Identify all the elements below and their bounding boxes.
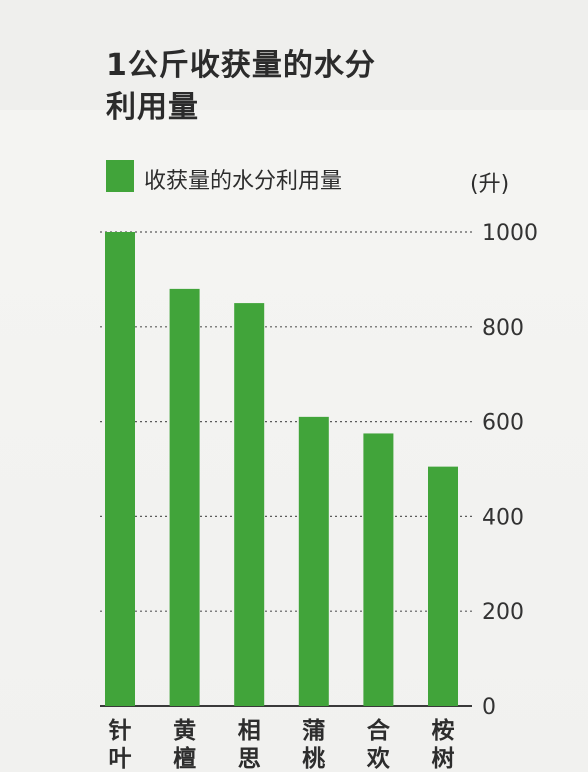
category-label: 叶 [109, 746, 132, 772]
y-tick-label: 800 [482, 316, 524, 341]
category-label: 思 [238, 746, 261, 772]
y-tick-label: 600 [482, 411, 524, 436]
category-label: 黄 [173, 718, 196, 744]
x-category-labels: 针叶 黄檀 相思 蒲桃 合欢 桉树 [109, 717, 455, 772]
y-tick-labels: 0 200 400 600 800 1000 [482, 221, 538, 720]
bar [298, 416, 329, 706]
category-label: 蒲 [302, 718, 325, 744]
y-tick-label: 1000 [482, 221, 538, 246]
legend-swatch [106, 160, 134, 192]
y-tick-label: 400 [482, 505, 524, 530]
chart-title-line-1: 1公斤收获量的水分 [106, 48, 376, 83]
y-tick-label: 0 [482, 695, 496, 720]
header-band [0, 0, 588, 110]
category-label: 相 [238, 718, 261, 744]
category-label: 合 [367, 717, 391, 744]
category-label: 针 [109, 718, 132, 744]
bar [105, 232, 135, 706]
y-tick-label: 200 [482, 600, 524, 625]
bars [105, 232, 458, 706]
gridlines [100, 231, 472, 707]
category-label: 檀 [173, 745, 196, 772]
y-axis-unit: (升) [470, 172, 510, 197]
category-label: 欢 [366, 746, 391, 772]
chart-title-line-2: 利用量 [106, 90, 199, 125]
category-label: 树 [432, 746, 455, 772]
bar [363, 433, 394, 706]
bar [169, 288, 200, 706]
category-label: 桉 [432, 717, 455, 744]
legend-label: 收获量的水分利用量 [144, 169, 343, 194]
bar [428, 466, 458, 706]
category-label: 桃 [302, 746, 325, 772]
bar [234, 303, 265, 706]
